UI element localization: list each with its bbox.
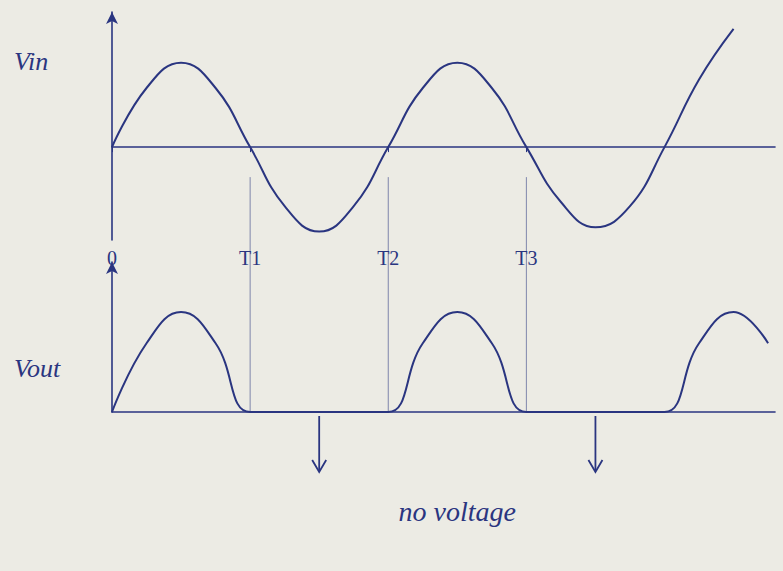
svg-text:0: 0 xyxy=(107,247,117,269)
svg-text:Vin: Vin xyxy=(14,47,48,76)
svg-text:T3: T3 xyxy=(515,247,537,269)
svg-text:T1: T1 xyxy=(239,247,261,269)
svg-text:T2: T2 xyxy=(377,247,399,269)
svg-text:Vout: Vout xyxy=(14,354,61,383)
svg-text:no voltage: no voltage xyxy=(399,496,516,527)
